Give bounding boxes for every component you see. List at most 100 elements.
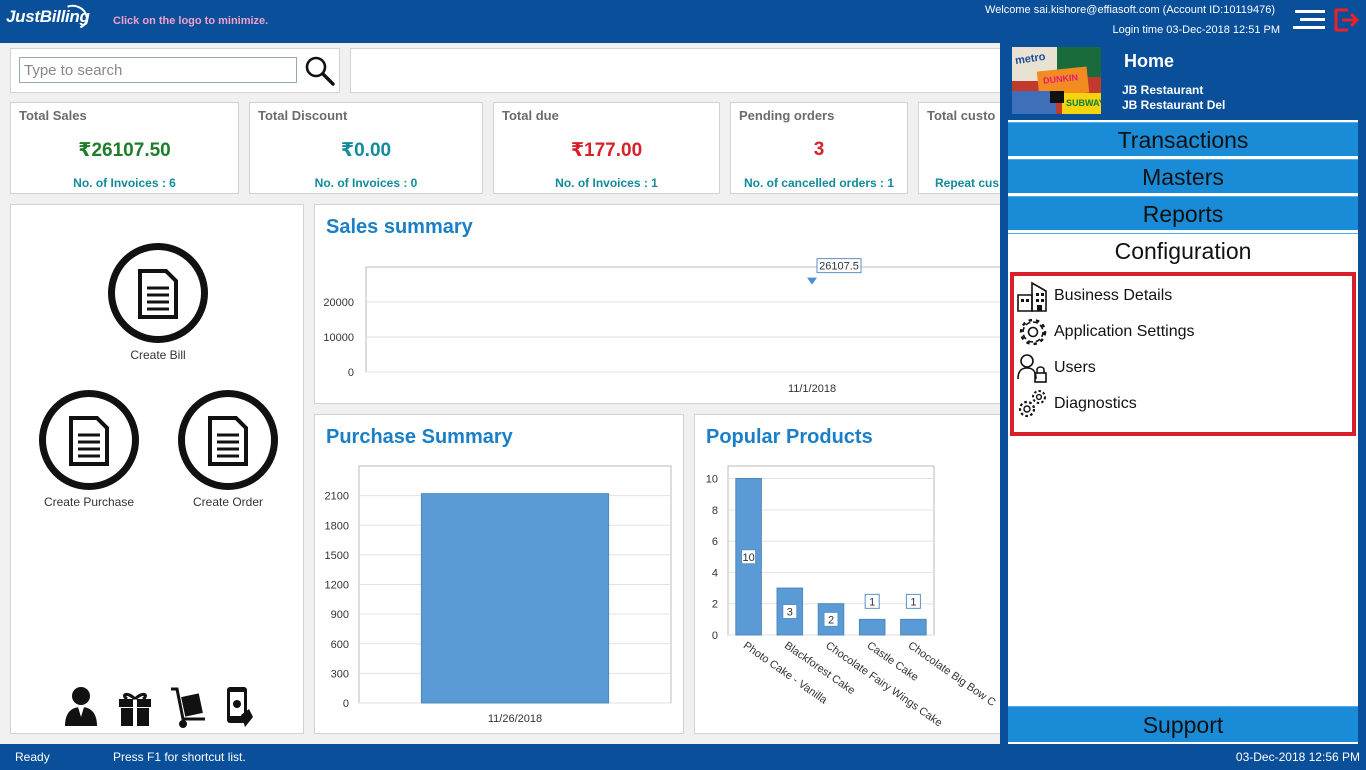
stat-title: Total Sales [19, 108, 87, 123]
y-tick-label: 600 [331, 639, 349, 651]
purchase-summary-chart: 0 300 600 900 1200 1500 1800 2100 11/26/2018 [325, 465, 672, 725]
data-label-box [816, 258, 862, 274]
top-bar: JustBilling Click on the logo to minimiz… [0, 0, 1366, 43]
bar [420, 493, 610, 704]
login-time: Login time 03-Dec-2018 12:51 PM [1112, 24, 1280, 36]
create-purchase-button[interactable] [39, 390, 139, 490]
stat-value: ₹0.00 [340, 140, 392, 161]
stat-title: Total due [502, 108, 559, 123]
status-time: 03-Dec-2018 12:56 PM [1235, 750, 1360, 764]
hamburger-menu-icon[interactable] [1293, 9, 1325, 31]
y-tick-label: 10 [706, 474, 718, 486]
data-label-box [905, 593, 921, 609]
data-label-box [864, 593, 880, 609]
app-logo[interactable]: JustBilling [6, 7, 90, 26]
side-menu-title: Home [1124, 51, 1175, 71]
y-tick-label: 6 [712, 536, 718, 548]
side-menu-border [1358, 43, 1366, 744]
menu-masters[interactable]: Masters [1008, 159, 1358, 193]
x-tick-label: 11/1/2018 [788, 383, 836, 395]
stat-title: Pending orders [739, 108, 835, 123]
status-bar: Ready Press F1 for shortcut list. 03-Dec… [0, 744, 1366, 770]
menu-transactions[interactable]: Transactions [1008, 122, 1358, 156]
document-icon [208, 416, 248, 466]
data-label: 2 [828, 614, 834, 626]
bar [817, 603, 845, 636]
menu-configuration[interactable]: Configuration [1008, 233, 1358, 267]
create-order-label: Create Order [192, 495, 264, 509]
sales-summary-chart: 0 10000 20000 11/1/2018 26107.5 [323, 258, 1015, 395]
create-bill-button[interactable] [108, 243, 208, 343]
bar [900, 618, 927, 636]
create-purchase-label: Create Purchase [43, 495, 135, 509]
logout-icon[interactable] [1332, 6, 1360, 34]
delivery-trolley-icon[interactable] [169, 685, 209, 729]
y-tick-label: 1800 [325, 520, 349, 532]
sales-summary-panel: Sales summary 0 10000 20000 11/1/2018 26107.… [314, 204, 1015, 404]
restaurant-name: JB Restaurant [1122, 83, 1204, 97]
pending-orders-card[interactable]: Pending orders 3 No. of cancelled orders… [730, 102, 908, 194]
stat-subtext: No. of Invoices : 0 [314, 176, 418, 190]
stat-value: ₹26107.50 [78, 140, 171, 161]
business-details-item[interactable]: Business Details [1016, 279, 1346, 313]
menu-reports[interactable]: Reports [1008, 196, 1358, 230]
data-label: 3 [787, 607, 793, 619]
purchase-summary-title: Purchase Summary [326, 426, 513, 448]
y-tick-label: 0 [343, 698, 349, 710]
notification-bar [350, 48, 1010, 93]
total-due-card[interactable]: Total due ₹177.00 No. of Invoices : 1 [493, 102, 720, 194]
application-settings-item[interactable]: Application Settings [1016, 315, 1346, 349]
stat-subtext: No. of Invoices : 6 [73, 176, 176, 190]
data-label: 10 [742, 552, 754, 564]
x-tick-label: 11/26/2018 [488, 713, 542, 725]
diagnostics-label: Diagnostics [1054, 395, 1137, 412]
popular-products-title: Popular Products [706, 426, 873, 448]
gears-icon [1018, 390, 1046, 418]
users-item[interactable]: Users [1016, 351, 1346, 385]
logo-arc-icon [56, 0, 92, 34]
gift-icon[interactable] [117, 689, 153, 727]
y-tick-label: 2100 [325, 491, 349, 503]
total-discount-card[interactable]: Total Discount ₹0.00 No. of Invoices : 0 [249, 102, 483, 194]
stat-subtext: No. of Invoices : 1 [555, 176, 658, 190]
data-label-box [823, 611, 839, 627]
y-tick-label: 0 [712, 630, 718, 642]
data-label: 26107.5 [819, 261, 859, 273]
quick-actions-panel: Create Bill Create Purchase Create Order [10, 204, 304, 734]
menu-support[interactable]: Support [1008, 706, 1358, 742]
application-settings-label: Application Settings [1054, 323, 1195, 340]
mobile-payment-icon[interactable] [223, 685, 255, 729]
search-panel [10, 48, 340, 93]
diagnostics-item[interactable]: Diagnostics [1016, 387, 1346, 421]
y-tick-label: 1200 [325, 580, 349, 592]
minimize-hint: Click on the logo to minimize. [113, 15, 269, 27]
data-label-box [741, 549, 757, 565]
create-order-button[interactable] [178, 390, 278, 490]
y-tick-label: 10000 [323, 332, 354, 344]
x-tick-label: Blackforest Cake [782, 640, 857, 698]
stat-value: 3 [813, 139, 825, 160]
y-tick-label: 8 [712, 505, 718, 517]
y-tick-label: 4 [712, 567, 718, 579]
search-input[interactable] [19, 57, 297, 83]
data-label-box [782, 604, 798, 620]
plot-area [365, 266, 1015, 373]
stat-title: Total custo [927, 108, 996, 123]
stat-title: Total Discount [258, 108, 348, 123]
y-tick-label: 20000 [323, 297, 354, 309]
create-bill-label: Create Bill [130, 348, 186, 362]
configuration-submenu: Business Details Application Settings Us… [1010, 272, 1356, 436]
y-tick-label: 2 [712, 599, 718, 611]
popular-products-panel: Popular Products 0 2 4 6 8 10 10 Photo Cake - V… [694, 414, 1014, 734]
total-sales-card[interactable]: Total Sales ₹26107.50 No. of Invoices : … [10, 102, 239, 194]
customer-icon[interactable] [63, 685, 99, 727]
welcome-text: Welcome sai.kishore@effiasoft.com (Accou… [985, 4, 1275, 16]
search-icon[interactable] [304, 55, 336, 87]
total-customers-card[interactable]: Total custo Repeat cus [918, 102, 1008, 194]
document-icon [69, 416, 109, 466]
data-label: 1 [869, 596, 875, 608]
business-details-label: Business Details [1054, 287, 1173, 304]
y-tick-label: 300 [331, 668, 349, 680]
data-point [807, 277, 817, 285]
y-tick-label: 1500 [325, 550, 349, 562]
